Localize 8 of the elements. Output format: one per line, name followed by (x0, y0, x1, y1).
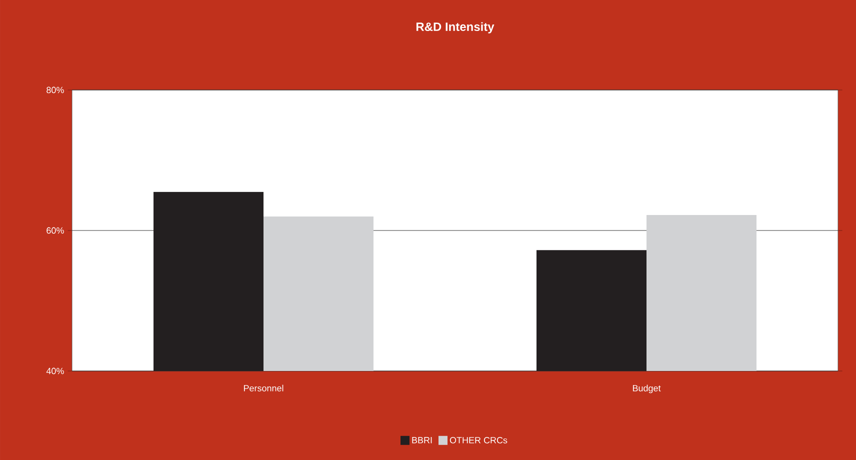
x-tick-label: Personnel (244, 384, 284, 392)
legend-label: BBRI (412, 437, 432, 444)
chart-title: R&D Intensity (416, 22, 494, 34)
x-tick-label: Budget (632, 384, 661, 394)
y-tick-label: 40% (46, 368, 64, 374)
y-tick-label: 60% (46, 227, 64, 234)
legend-label: OTHER CRCs (450, 437, 508, 444)
y-tick-label: 80% (46, 86, 64, 94)
